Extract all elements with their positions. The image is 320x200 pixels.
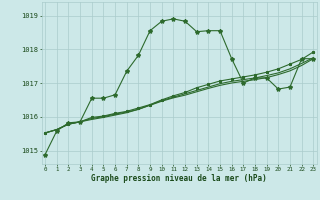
X-axis label: Graphe pression niveau de la mer (hPa): Graphe pression niveau de la mer (hPa) — [91, 174, 267, 183]
